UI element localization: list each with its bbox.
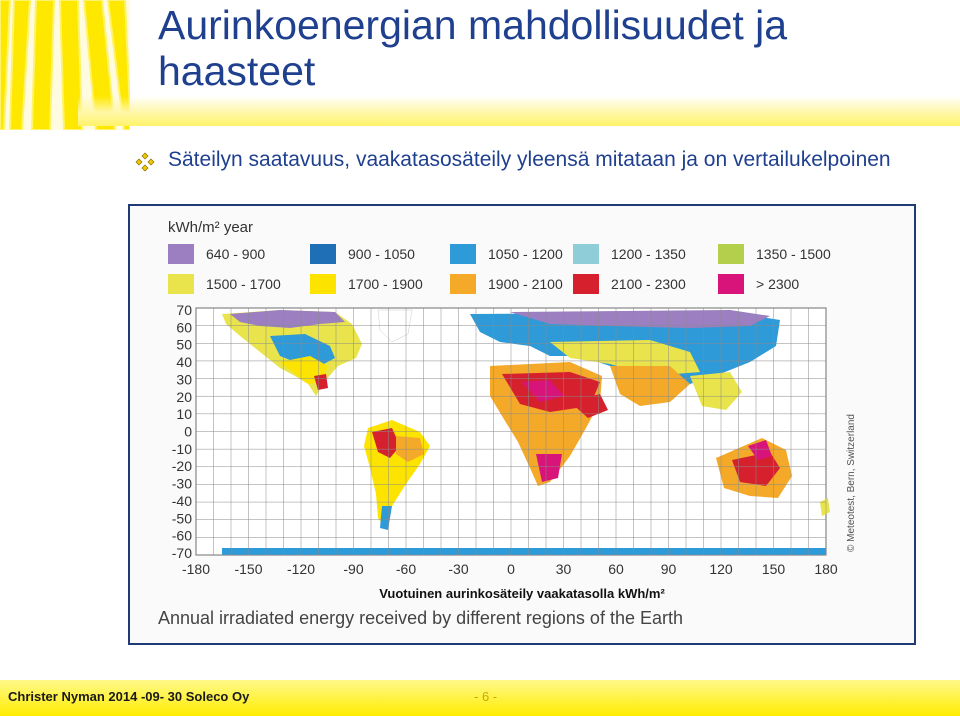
legend-swatch <box>718 274 744 294</box>
irradiance-map-figure: kWh/m² year 640 - 900 900 - 1050 1050 - 12… <box>128 204 916 645</box>
latitude-tick-label: 30 <box>176 371 192 387</box>
latitude-tick-label: 70 <box>176 302 192 318</box>
caption-english: Annual irradiated energy received by dif… <box>158 608 683 628</box>
legend-label: 1500 - 1700 <box>206 276 281 292</box>
land-sa-hot <box>372 428 400 458</box>
longitude-tick-label: 120 <box>709 561 733 577</box>
footer-author: Christer Nyman 2014 -09- 30 Soleco Oy <box>8 689 250 704</box>
legend-swatch <box>450 274 476 294</box>
longitude-tick-label: -60 <box>396 561 416 577</box>
land-arctic-canada <box>230 310 345 328</box>
legend-swatch <box>573 244 599 264</box>
longitude-tick-label: 30 <box>556 561 572 577</box>
latitude-tick-label: -50 <box>172 510 192 526</box>
longitude-tick-label: 180 <box>814 561 838 577</box>
latitude-tick-label: -40 <box>172 493 192 509</box>
latitude-tick-label: 0 <box>184 424 192 440</box>
latitude-tick-label: 20 <box>176 389 192 405</box>
longitude-tick-label: -180 <box>182 561 210 577</box>
bullet-text: Säteilyn saatavuus, vaakatasosäteily yle… <box>168 148 891 171</box>
land-sa-tip <box>380 506 392 530</box>
legend-swatch <box>310 274 336 294</box>
land-antarctica <box>222 548 826 555</box>
legend-label: 640 - 900 <box>206 246 265 262</box>
map-grid <box>195 307 827 556</box>
latitude-tick-label: 50 <box>176 337 192 353</box>
land-greenland <box>377 309 413 343</box>
land-australia-peak <box>748 440 772 460</box>
legend-swatch <box>310 244 336 264</box>
legend-label: 1900 - 2100 <box>488 276 563 292</box>
latitude-tick-label: -30 <box>172 476 192 492</box>
land-se-asia <box>690 372 742 410</box>
longitude-tick-label: 90 <box>661 561 677 577</box>
page-number: - 6 - <box>474 689 498 704</box>
legend-swatch <box>450 244 476 264</box>
legend: 640 - 900 900 - 1050 1050 - 1200 1200 - 135… <box>168 244 831 294</box>
legend-swatch <box>168 274 194 294</box>
diamond-bullet-icon <box>135 152 155 172</box>
land-sahara-peak <box>522 380 564 402</box>
title-underline-band <box>78 96 960 126</box>
legend-label: 900 - 1050 <box>348 246 415 262</box>
longitude-tick-label: -90 <box>343 561 363 577</box>
longitude-tick-label: 150 <box>762 561 786 577</box>
longitude-tick-label: 60 <box>608 561 624 577</box>
land-mexico-hot <box>314 374 328 390</box>
latitude-tick-label: 60 <box>176 319 192 335</box>
legend-label: 1050 - 1200 <box>488 246 563 262</box>
legend-label: 1200 - 1350 <box>611 246 686 262</box>
irradiance-map: kWh/m² year 640 - 900 900 - 1050 1050 - 12… <box>158 219 857 628</box>
copyright-label: © Meteotest, Bern, Switzerland <box>846 414 857 552</box>
latitude-tick-label: -10 <box>172 441 192 457</box>
land-siberia <box>510 310 770 328</box>
legend-swatch <box>168 244 194 264</box>
latitude-tick-label: -20 <box>172 458 192 474</box>
legend-label: 1700 - 1900 <box>348 276 423 292</box>
latitude-tick-label: -70 <box>172 545 192 561</box>
caption-finnish: Vuotuinen aurinkosäteily vaakatasolla kW… <box>379 586 665 601</box>
latitude-tick-label: -60 <box>172 528 192 544</box>
legend-swatch <box>718 244 744 264</box>
latitude-tick-label: 10 <box>176 406 192 422</box>
longitude-tick-label: -120 <box>287 561 315 577</box>
legend-label: 2100 - 2300 <box>611 276 686 292</box>
longitude-tick-label: -30 <box>448 561 468 577</box>
land-new-zealand <box>820 498 830 516</box>
longitude-ticks: -180 -150 -120 -90 -60 -30 0 30 60 90 120 150 180 <box>182 561 838 577</box>
footer-bar: Christer Nyman 2014 -09- 30 Soleco Oy - … <box>0 680 960 716</box>
legend-swatch <box>573 274 599 294</box>
legend-label: 1350 - 1500 <box>756 246 831 262</box>
latitude-tick-label: 40 <box>176 354 192 370</box>
longitude-tick-label: 0 <box>507 561 515 577</box>
longitude-tick-label: -150 <box>234 561 262 577</box>
legend-label: > 2300 <box>756 276 799 292</box>
land-masses <box>222 309 830 555</box>
slide-title: Aurinkoenergian mahdollisuudet ja haaste… <box>158 2 788 94</box>
unit-label: kWh/m² year <box>168 219 253 236</box>
land-southern-africa <box>536 454 562 482</box>
